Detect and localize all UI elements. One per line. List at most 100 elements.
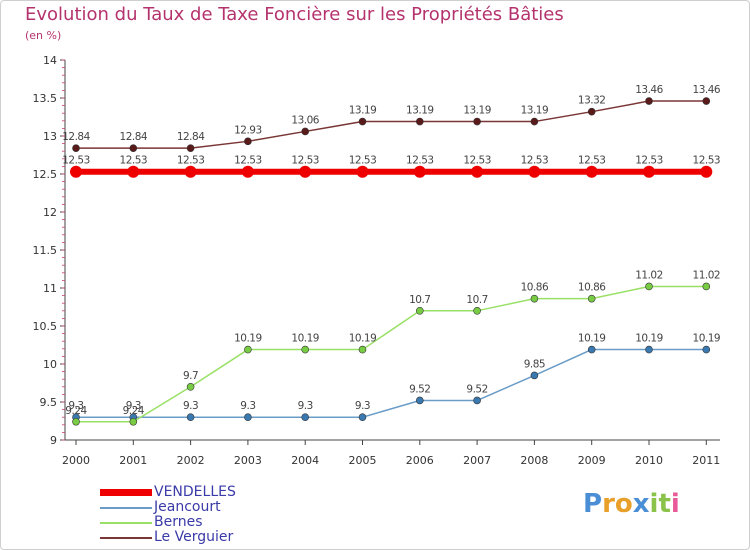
data-point [356, 165, 369, 178]
legend-swatch [100, 521, 152, 524]
y-tick-label: 11 [43, 282, 57, 295]
data-point [643, 165, 655, 178]
series-line-le-verguier [76, 100, 707, 149]
legend-item: Jeancourt [100, 500, 221, 515]
data-point [415, 117, 424, 126]
data-point [70, 165, 82, 178]
data-label: 11.02 [693, 269, 721, 281]
data-point [415, 396, 424, 405]
data-label: 9.3 [298, 400, 313, 412]
data-label: 9.52 [409, 383, 430, 395]
data-label: 13.19 [521, 105, 549, 117]
legend-label: Le Verguier [154, 529, 234, 545]
data-point [72, 417, 80, 426]
logo-letter: o [614, 489, 633, 519]
data-point [415, 306, 424, 315]
x-tick-label: 2001 [119, 454, 147, 467]
y-tick-label: 13.5 [33, 92, 58, 105]
data-point [186, 382, 195, 391]
data-label: 10.7 [409, 294, 430, 306]
y-tick-label: 12.5 [33, 168, 58, 181]
data-point [413, 165, 426, 178]
data-point [587, 294, 596, 303]
data-point [471, 165, 484, 178]
chart-title: Evolution du Taux de Taxe Foncière sur l… [25, 4, 564, 25]
series-line-bernes [76, 285, 707, 423]
data-label: 12.93 [234, 124, 262, 136]
data-point [473, 117, 481, 126]
data-point [702, 282, 711, 291]
data-point [301, 413, 310, 422]
data-label: 9.3 [240, 400, 255, 412]
data-label: 10.19 [291, 333, 319, 345]
data-label: 12.53 [177, 155, 205, 167]
data-label: 12.53 [120, 155, 148, 167]
logo-letter: P [583, 489, 603, 519]
data-label: 10.19 [349, 333, 377, 345]
data-point [645, 97, 653, 105]
y-tick-label: 11.5 [33, 244, 58, 257]
logo-letter: t [658, 489, 671, 519]
data-label: 11.02 [635, 269, 663, 281]
data-point [530, 117, 539, 126]
data-label: 9.3 [355, 400, 370, 412]
data-point [186, 413, 195, 422]
data-label: 9.52 [466, 383, 487, 395]
logo-letter: i [649, 489, 659, 519]
data-point [528, 165, 541, 178]
data-point [587, 107, 596, 116]
legend-item: Bernes [100, 515, 203, 530]
legend-label: VENDELLES [154, 484, 236, 500]
data-label: 12.53 [234, 155, 262, 167]
data-point [473, 396, 481, 405]
data-point [127, 165, 140, 178]
data-label: 10.19 [578, 333, 606, 345]
data-point [72, 144, 80, 152]
legend-item: Le Verguier [100, 530, 233, 545]
series-line-jeancourt [76, 348, 707, 418]
y-tick-label: 13 [43, 130, 57, 143]
data-label: 13.46 [635, 84, 663, 96]
y-tick-label: 9.5 [40, 396, 58, 409]
data-label: 9.24 [123, 405, 145, 417]
y-tick-label: 10.5 [33, 320, 58, 333]
data-point [358, 345, 367, 354]
x-tick-label: 2009 [578, 454, 606, 467]
data-point [702, 345, 711, 354]
data-label: 12.53 [291, 155, 319, 167]
data-point [645, 282, 653, 291]
data-point [244, 137, 252, 146]
y-tick-label: 9 [50, 434, 57, 447]
data-point [244, 345, 252, 354]
x-tick-label: 2000 [62, 454, 90, 467]
data-label: 12.53 [349, 155, 377, 167]
x-tick-label: 2003 [234, 454, 262, 467]
data-label: 12.53 [693, 155, 721, 167]
data-label: 13.19 [406, 105, 434, 117]
data-point [473, 306, 481, 315]
data-label: 13.32 [578, 95, 606, 107]
data-label: 10.86 [578, 282, 606, 294]
y-tick-label: 12 [43, 206, 57, 219]
data-label: 12.84 [62, 131, 90, 143]
data-label: 13.46 [693, 84, 721, 96]
x-tick-label: 2005 [349, 454, 377, 467]
data-label: 12.53 [406, 155, 434, 167]
data-point [700, 165, 713, 178]
data-label: 13.19 [463, 105, 491, 117]
data-label: 13.19 [349, 105, 377, 117]
data-label: 13.06 [291, 114, 319, 126]
data-point [241, 165, 254, 178]
logo-letter: x [632, 489, 650, 519]
x-tick-label: 2002 [177, 454, 205, 467]
x-tick-label: 2007 [463, 454, 491, 467]
data-label: 10.19 [693, 333, 721, 345]
data-label: 12.53 [521, 155, 549, 167]
data-point [585, 165, 598, 178]
x-tick-label: 2008 [520, 454, 548, 467]
data-label: 12.84 [177, 131, 205, 143]
data-point [358, 117, 367, 126]
logo-letter: i [670, 489, 680, 519]
